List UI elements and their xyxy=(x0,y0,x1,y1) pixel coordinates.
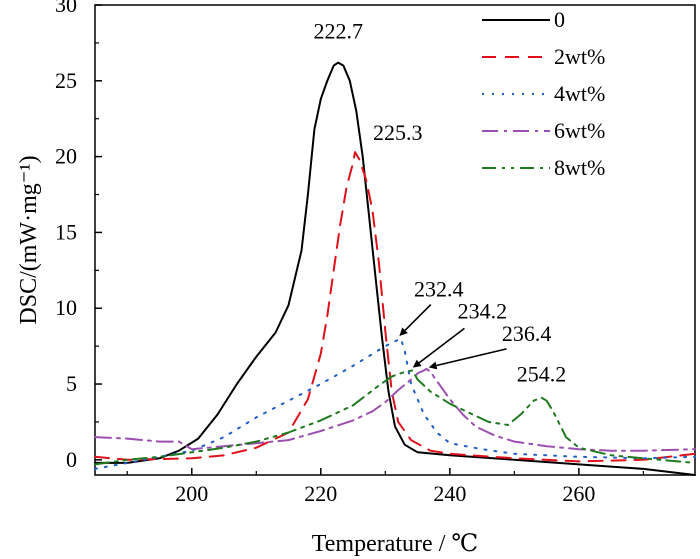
series-line-1 xyxy=(94,151,696,463)
y-tick-label: 30 xyxy=(55,0,77,17)
y-tick-label: 15 xyxy=(55,219,77,244)
legend-label: 2wt% xyxy=(554,44,605,69)
x-axis-title: Temperature / ℃ xyxy=(312,531,478,557)
x-tick-label: 220 xyxy=(304,481,337,506)
y-axis-ticks: 0 5 10 15 20 25 30 xyxy=(55,0,102,472)
peak-label: 254.2 xyxy=(517,362,567,387)
peak-arrow xyxy=(412,327,465,368)
legend: 0 2wt% 4wt% 6wt% 8wt% xyxy=(482,7,605,180)
y-tick-label: 0 xyxy=(66,447,77,472)
peak-label: 222.7 xyxy=(313,19,363,44)
x-tick-label: 240 xyxy=(433,481,466,506)
peak-label: 236.4 xyxy=(502,321,552,346)
series-line-2 xyxy=(94,337,696,470)
y-tick-label: 20 xyxy=(55,144,77,169)
x-tick-label: 200 xyxy=(175,481,208,506)
series-line-0 xyxy=(94,61,696,476)
y-tick-label: 10 xyxy=(55,295,77,320)
peak-label: 232.4 xyxy=(414,277,464,302)
legend-label: 4wt% xyxy=(554,81,605,106)
series-line-3 xyxy=(94,367,696,452)
x-axis-ticks: 200 220 240 260 xyxy=(126,468,644,506)
y-tick-label: 25 xyxy=(55,68,77,93)
y-axis-title: DSC/(mW·mg⁻¹) xyxy=(16,155,42,324)
series-layer xyxy=(94,61,696,476)
legend-label: 6wt% xyxy=(554,118,605,143)
peak-label: 225.3 xyxy=(373,120,423,145)
peak-arrow xyxy=(399,303,432,336)
legend-label: 0 xyxy=(554,7,565,32)
y-tick-label: 5 xyxy=(66,371,77,396)
x-tick-label: 260 xyxy=(562,481,595,506)
legend-label: 8wt% xyxy=(554,155,605,180)
plot-frame xyxy=(94,4,696,476)
peak-label: 234.2 xyxy=(458,298,508,323)
series-line-4 xyxy=(94,369,696,466)
peak-arrow xyxy=(428,348,507,370)
